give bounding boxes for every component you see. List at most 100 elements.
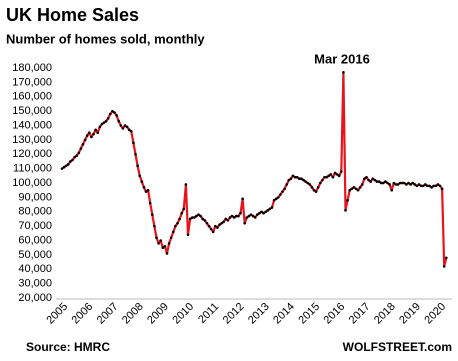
point [411,181,415,185]
point [379,181,383,185]
point [113,111,116,114]
point [310,186,314,189]
point [298,177,301,180]
point [264,210,268,214]
point [424,183,427,186]
point [83,138,87,142]
point [323,175,326,179]
point [71,158,74,162]
point [352,186,356,189]
point [375,180,379,183]
point [434,184,438,188]
point [218,223,221,226]
point [270,206,274,209]
x-tick-label: 2009 [145,301,171,327]
x-tick-label: 2013 [246,301,272,327]
x-tick-label: 2011 [196,301,221,326]
point [224,217,228,221]
point [428,184,431,188]
point [308,183,312,186]
y-tick-label: 50,000 [18,249,52,261]
point [354,187,358,191]
point [148,201,152,205]
point [92,132,95,136]
point [432,184,436,188]
point [220,221,223,225]
point [119,124,123,127]
point [205,221,209,225]
point [209,227,213,231]
y-tick-label: 90,000 [18,191,52,203]
point [226,219,230,222]
point [272,198,276,202]
point [211,230,215,234]
point [274,197,278,201]
point [371,177,375,180]
point [396,183,400,186]
point [306,181,310,185]
point [167,242,171,245]
point [207,224,211,228]
point [398,181,402,185]
point [421,184,425,188]
point [109,112,112,116]
point [287,178,291,182]
y-tick-label: 120,000 [12,148,52,160]
point [445,256,448,260]
point [163,244,167,248]
point [121,127,125,130]
point [344,209,347,212]
point [327,174,331,178]
x-tick-label: 2010 [170,301,196,327]
point [62,165,66,169]
point [106,117,110,120]
point [426,184,429,188]
point [255,213,259,216]
x-tick-label: 2006 [70,301,96,327]
point [369,180,373,183]
point [419,184,423,188]
x-tick-label: 2007 [95,301,121,327]
x-tick-label: 2019 [397,301,423,327]
point [222,220,225,224]
point [134,152,137,156]
point [201,217,204,221]
point [151,213,154,216]
point [195,214,198,218]
point [184,183,188,186]
point [69,160,72,163]
point [64,164,68,168]
source: Source: HMRC [26,340,110,354]
y-tick-label: 70,000 [18,220,52,232]
point [67,163,70,166]
point [94,128,97,132]
point [415,184,419,188]
y-tick-label: 100,000 [12,177,52,189]
point [350,187,354,191]
point [186,233,190,237]
point [79,147,83,150]
point [98,125,102,129]
point [314,190,318,193]
point [140,180,144,183]
point [190,216,194,219]
point [403,181,406,185]
point [417,183,421,186]
point [365,175,368,179]
point [289,177,293,180]
line [61,71,448,268]
point [312,188,316,192]
point [340,170,343,173]
point [342,71,345,74]
x-tick-label: 2012 [221,301,247,327]
point [176,221,179,225]
point [241,197,244,201]
point [117,119,120,123]
point [260,210,263,214]
x-tick-label: 2018 [372,301,398,327]
y-tick-label: 110,000 [13,163,52,175]
point [235,214,238,218]
point [232,216,236,219]
point [386,181,389,185]
